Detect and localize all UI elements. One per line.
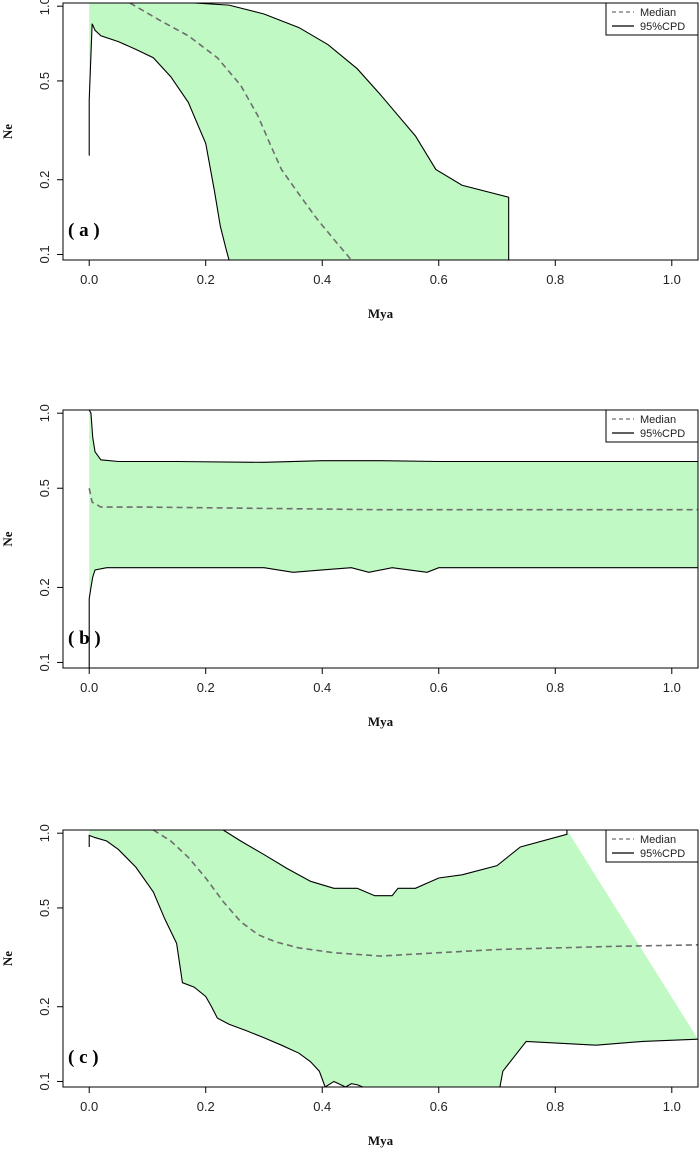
x-tick-label: 0.8: [546, 1099, 564, 1114]
y-axis-title: Ne: [0, 951, 15, 966]
ci-band: [89, 410, 698, 668]
panel-b: 0.0 0.2 0.4 0.6 0.8 1.0 0.1 0.2 0.5 1.0 Mya Ne ( b )…: [0, 404, 699, 729]
x-tick-label: 0.2: [197, 1099, 215, 1114]
legend-box: [605, 2, 699, 36]
ci-lower-line: [88, 834, 364, 1087]
ci-lower-line-2: [499, 1038, 698, 1087]
panel-a: 0.0 0.2 0.4 0.6 0.8 1.0 0.1 0.2 0.5 1.0 Mya Ne ( a )…: [0, 0, 699, 321]
legend-label: Median: [640, 414, 676, 426]
y-tick-label: 0.2: [37, 998, 52, 1016]
legend-label: Median: [640, 7, 676, 19]
x-tick-label: 0.4: [313, 272, 331, 287]
x-axis-title: Mya: [368, 714, 394, 729]
x-axis-title: Mya: [368, 1133, 394, 1148]
x-tick-label: 0.6: [430, 680, 448, 695]
ci-lower-line: [88, 23, 230, 260]
x-tick-label: 1.0: [663, 1099, 681, 1114]
legend: Median 95%CPD: [605, 829, 699, 863]
x-tick-label: 0.2: [197, 272, 215, 287]
x-tick-label: 0.0: [80, 1099, 98, 1114]
legend-label: 95%CPD: [640, 21, 685, 33]
median-line: [88, 488, 698, 511]
panel-c: 0.0 0.2 0.4 0.6 0.8 1.0 0.1 0.2 0.5 1.0 Mya Ne ( c )…: [0, 824, 699, 1148]
panel-label: ( c ): [68, 1047, 99, 1068]
x-tick-label: 0.4: [313, 680, 331, 695]
plot-frame: [62, 409, 699, 669]
plot-area: [88, 410, 698, 668]
x-tick-label: 1.0: [663, 680, 681, 695]
legend: Median 95%CPD: [605, 409, 699, 443]
ci-band: [89, 3, 509, 260]
x-axis-title: Mya: [368, 306, 394, 321]
y-tick-label: 0.2: [37, 578, 52, 596]
median-line: [152, 830, 698, 957]
x-tick-label: 0.0: [80, 680, 98, 695]
x-tick-label: 0.6: [430, 1099, 448, 1114]
x-tick-label: 0.2: [197, 680, 215, 695]
legend-label: 95%CPD: [640, 848, 685, 860]
legend: Median 95%CPD: [605, 2, 699, 36]
y-tick-label: 0.2: [37, 171, 52, 189]
ci-upper-line: [88, 410, 698, 463]
median-line: [129, 3, 352, 260]
y-tick-label: 1.0: [37, 404, 52, 422]
ci-lower-line: [88, 567, 698, 668]
x-tick-label: 1.0: [663, 272, 681, 287]
legend-label: 95%CPD: [640, 428, 685, 440]
ci-upper-line: [89, 830, 568, 897]
legend-box: [605, 829, 699, 863]
y-tick-label: 1.0: [37, 824, 52, 842]
x-tick-label: 0.4: [313, 1099, 331, 1114]
y-tick-label: 0.1: [37, 245, 52, 263]
x-tick-label: 0.0: [80, 272, 98, 287]
plot-frame: [62, 2, 699, 261]
y-tick-label: 0.1: [37, 1072, 52, 1090]
ci-band: [89, 830, 698, 1087]
x-tick-label: 0.8: [546, 272, 564, 287]
y-tick-label: 0.5: [37, 899, 52, 917]
y-tick-label: 1.0: [37, 0, 52, 15]
y-tick-label: 0.5: [37, 479, 52, 497]
plot-frame: [62, 829, 699, 1088]
y-axis-title: Ne: [0, 531, 15, 546]
y-tick-label: 0.5: [37, 72, 52, 90]
plot-area: [88, 3, 510, 260]
x-tick-label: 0.6: [430, 272, 448, 287]
y-axis-title: Ne: [0, 124, 15, 139]
y-tick-label: 0.1: [37, 653, 52, 671]
plot-area: [88, 830, 698, 1087]
panel-label: ( a ): [68, 220, 100, 241]
legend-label: Median: [640, 834, 676, 846]
x-tick-label: 0.8: [546, 680, 564, 695]
legend-box: [605, 409, 699, 443]
panel-label: ( b ): [68, 628, 101, 649]
